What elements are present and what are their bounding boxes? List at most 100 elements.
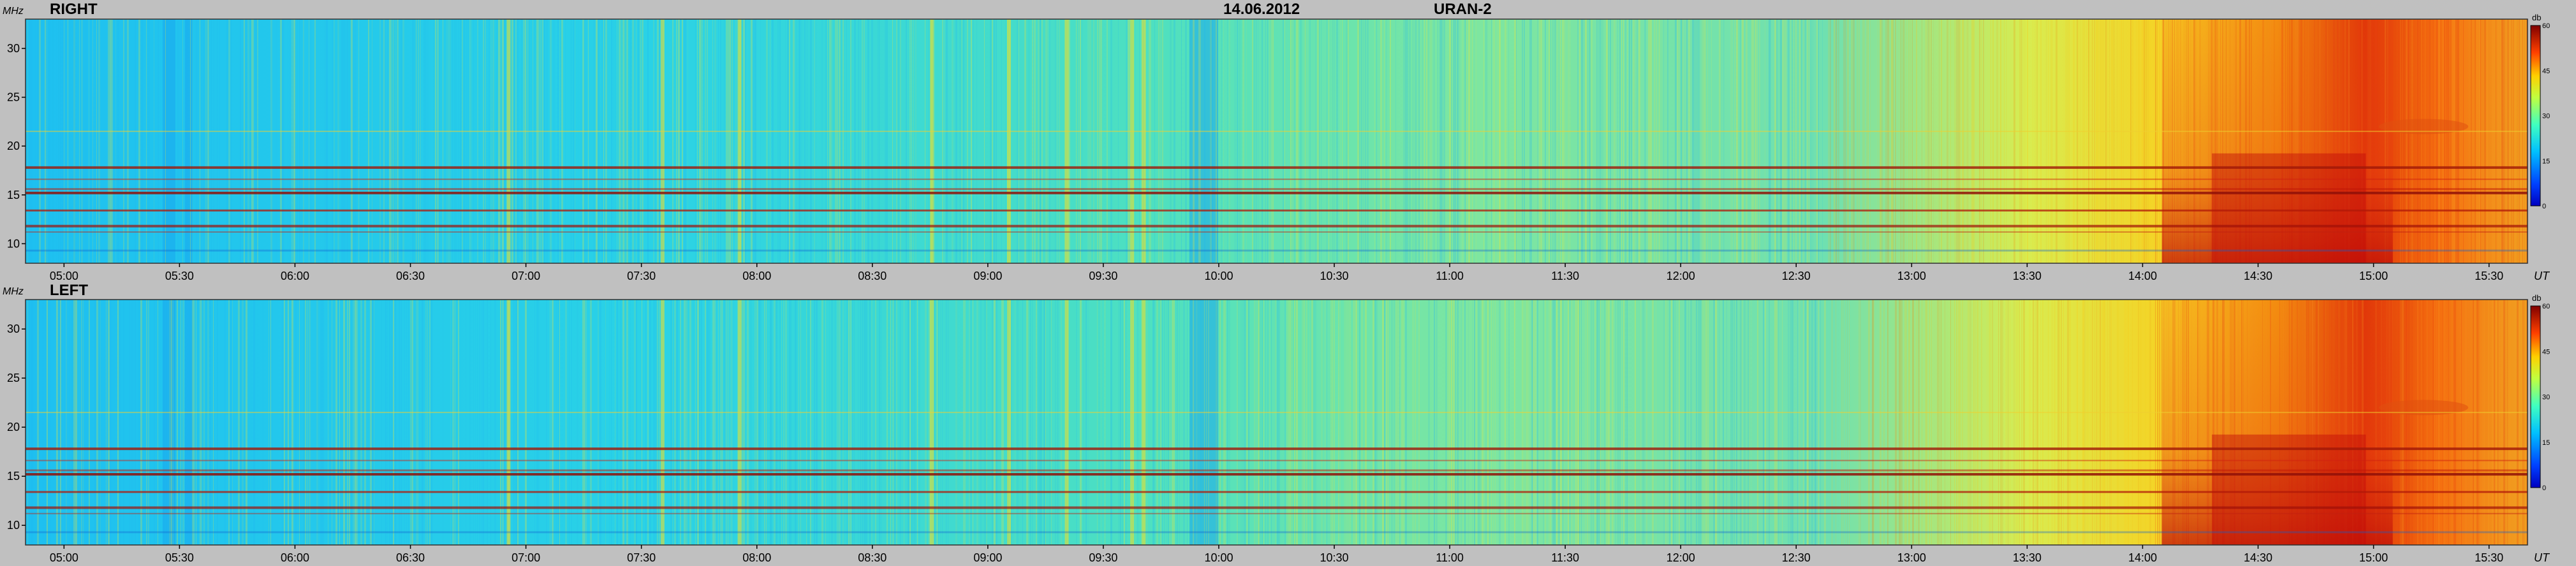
- texture-stripe: [2448, 19, 2449, 263]
- texture-stripe: [1698, 19, 1700, 263]
- texture-stripe: [1183, 300, 1185, 545]
- texture-stripe: [466, 19, 467, 263]
- texture-stripe: [2423, 300, 2424, 545]
- texture-stripe: [1216, 300, 1218, 545]
- texture-stripe: [391, 300, 393, 545]
- texture-stripe: [58, 300, 60, 545]
- texture-stripe: [810, 300, 811, 545]
- texture-stripe: [1340, 19, 1341, 263]
- texture-stripe: [469, 19, 471, 263]
- texture-stripe: [1853, 19, 1855, 263]
- texture-stripe: [821, 19, 823, 263]
- texture-stripe: [1797, 300, 1798, 545]
- texture-stripe: [2013, 300, 2015, 545]
- texture-stripe: [2413, 19, 2414, 263]
- texture-stripe: [976, 19, 977, 263]
- texture-stripe: [684, 19, 686, 263]
- texture-stripe: [50, 300, 51, 545]
- texture-stripe: [1807, 300, 1809, 545]
- texture-stripe: [894, 300, 895, 545]
- texture-stripe: [1675, 19, 1677, 263]
- texture-stripe: [1543, 300, 1544, 545]
- texture-stripe: [1793, 19, 1794, 263]
- texture-stripe: [827, 19, 828, 263]
- texture-stripe: [2021, 19, 2022, 263]
- texture-stripe: [1782, 300, 1783, 545]
- texture-stripe: [1304, 300, 1305, 545]
- texture-stripe: [1262, 300, 1263, 545]
- texture-stripe: [1017, 300, 1019, 545]
- texture-stripe: [712, 300, 714, 545]
- texture-stripe: [2100, 19, 2101, 263]
- texture-stripe: [1040, 19, 1041, 263]
- texture-stripe: [911, 19, 912, 263]
- texture-stripe: [785, 19, 786, 263]
- texture-stripe: [224, 300, 226, 545]
- texture-stripe: [1097, 300, 1098, 545]
- texture-stripe: [751, 19, 753, 263]
- texture-stripe: [2402, 300, 2404, 545]
- texture-stripe: [1562, 19, 1564, 263]
- texture-stripe: [550, 19, 552, 263]
- texture-stripe: [347, 19, 348, 263]
- texture-stripe: [1916, 19, 1917, 263]
- texture-stripe: [992, 19, 993, 263]
- texture-stripe: [230, 300, 232, 545]
- texture-stripe: [898, 19, 899, 263]
- texture-stripe: [1275, 300, 1276, 545]
- texture-stripe: [2478, 300, 2480, 545]
- texture-stripe: [2438, 300, 2440, 545]
- texture-stripe: [1244, 300, 1246, 545]
- texture-stripe: [1751, 19, 1753, 263]
- texture-stripe: [821, 300, 823, 545]
- texture-stripe: [412, 300, 413, 545]
- texture-stripe: [1568, 300, 1569, 545]
- texture-stripe: [180, 300, 181, 545]
- texture-stripe: [1707, 19, 1708, 263]
- texture-stripe: [569, 300, 570, 545]
- texture-stripe: [1332, 19, 1334, 263]
- texture-stripe: [1734, 19, 1735, 263]
- burst-column: [1007, 300, 1012, 545]
- texture-stripe: [2450, 19, 2452, 263]
- texture-stripe: [766, 300, 767, 545]
- texture-stripe: [1583, 19, 1585, 263]
- texture-stripe: [906, 19, 907, 263]
- texture-stripe: [1929, 300, 1930, 545]
- texture-stripe: [450, 300, 451, 545]
- texture-stripe: [2138, 19, 2140, 263]
- texture-stripe: [244, 19, 245, 263]
- texture-stripe: [2149, 19, 2151, 263]
- texture-stripe: [2526, 19, 2528, 263]
- texture-stripe: [180, 19, 182, 263]
- texture-stripe: [1267, 300, 1269, 545]
- texture-stripe: [754, 300, 756, 545]
- texture-stripe: [1340, 300, 1341, 545]
- texture-stripe: [1439, 19, 1441, 263]
- texture-stripe: [1332, 300, 1334, 545]
- texture-stripe: [2155, 300, 2156, 545]
- texture-stripe: [251, 300, 252, 545]
- texture-stripe: [475, 300, 476, 545]
- texture-stripe: [724, 300, 726, 545]
- texture-stripe: [247, 19, 249, 263]
- texture-stripe: [1962, 300, 1963, 545]
- texture-stripe: [2145, 300, 2146, 545]
- texture-stripe: [337, 300, 339, 545]
- texture-stripe: [1834, 19, 1835, 263]
- burst-column: [1130, 19, 1135, 263]
- texture-stripe: [1740, 19, 1741, 263]
- texture-stripe: [1637, 19, 1638, 263]
- texture-stripe: [1736, 300, 1737, 545]
- texture-stripe: [353, 19, 355, 263]
- texture-stripe: [1017, 19, 1018, 263]
- texture-stripe: [971, 19, 972, 263]
- texture-stripe: [1304, 19, 1306, 263]
- texture-stripe: [347, 300, 348, 545]
- texture-stripe: [479, 300, 480, 545]
- texture-stripe: [1089, 19, 1091, 263]
- texture-stripe: [1837, 19, 1839, 263]
- texture-stripe: [138, 19, 140, 263]
- texture-stripe: [565, 19, 566, 263]
- texture-stripe: [1589, 19, 1591, 263]
